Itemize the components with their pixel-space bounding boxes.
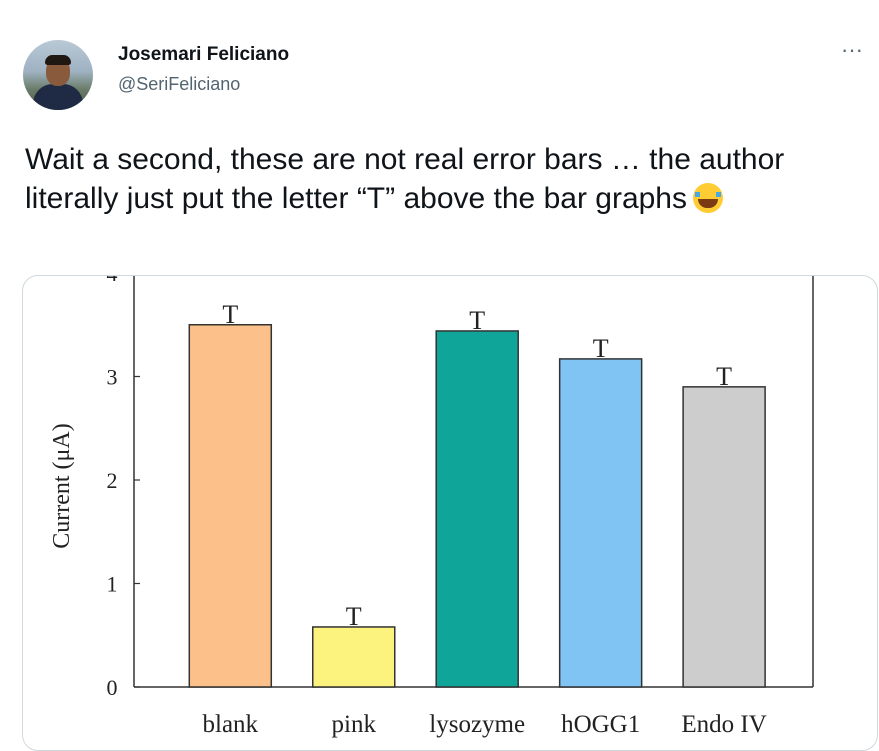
y-tick-label: 4 — [107, 276, 118, 286]
user-handle[interactable]: @SeriFeliciano — [118, 74, 241, 94]
bar-hogg1 — [558, 358, 643, 688]
y-tick-label: 0 — [107, 675, 118, 700]
avatar[interactable] — [23, 40, 93, 110]
x-tick-label: hOGG1 — [561, 711, 640, 738]
error-marker-t: T — [593, 334, 609, 363]
error-marker-t: T — [222, 300, 238, 329]
more-options-icon[interactable]: ··· — [841, 37, 863, 62]
y-axis-label: Current (μA) — [49, 423, 75, 549]
tweet-text-body: Wait a second, these are not real error … — [25, 143, 785, 215]
bar-lysozyme — [435, 330, 519, 688]
bar-pink — [311, 626, 396, 688]
loudly-crying-face-icon — [693, 183, 723, 213]
tweet-text: Wait a second, these are not real error … — [25, 140, 845, 218]
error-marker-t: T — [469, 306, 485, 335]
bar-endo-iv — [682, 386, 766, 688]
error-marker-t: T — [716, 362, 732, 391]
y-tick-label: 2 — [107, 468, 118, 493]
x-tick-label: lysozyme — [429, 711, 525, 738]
x-tick-label: pink — [332, 711, 377, 738]
bar-blank — [188, 324, 273, 688]
x-tick-label: Endo IV — [681, 711, 766, 738]
y-tick-label: 3 — [107, 365, 118, 390]
y-tick-label: 1 — [107, 572, 118, 597]
display-name[interactable]: Josemari Feliciano — [118, 44, 290, 65]
error-marker-t: T — [346, 602, 362, 631]
x-tick-label: blank — [203, 711, 259, 738]
